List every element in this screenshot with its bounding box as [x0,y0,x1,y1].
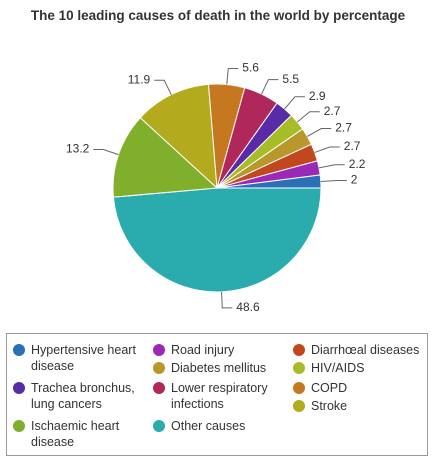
label-connector [314,146,340,153]
legend-item[interactable]: Lower respiratory infections [153,380,281,412]
chart: 48.613.211.95.65.52.92.72.72.72.22 [66,61,366,314]
data-label: 2.9 [309,89,326,103]
legend-item[interactable]: Stroke [293,398,421,414]
label-connector [154,79,172,95]
data-label: 5.5 [282,72,299,86]
legend-item[interactable]: Trachea bronchus, lung cancers [13,380,141,412]
legend-icon [293,382,305,394]
pie-slice [112,187,322,293]
data-label: 5.6 [242,61,259,75]
legend-label: Diabetes mellitus [171,361,267,375]
label-connector [297,111,320,123]
legend-item[interactable]: Ischaemic heart disease [13,418,141,450]
legend-icon [13,420,25,432]
label-connector [284,96,305,110]
legend-item[interactable]: Hypertensive heart disease [13,342,141,374]
legend-item[interactable]: HIV/AIDS [293,360,421,376]
legend-label: COPD [311,381,348,395]
legend-item[interactable]: COPD [293,380,421,396]
legend-icon [293,362,305,374]
label-connector [307,128,332,137]
legend-label: Road injury [171,343,235,357]
legend-label: Diarrhœal diseases [311,343,420,357]
legend-label: Trachea bronchus, lung cancers [31,381,135,411]
legend: Other causes Ischaemic heart disease Strok… [6,333,428,456]
legend-icon [153,420,165,432]
legend-item[interactable]: Other causes [153,418,281,434]
legend-label: Ischaemic heart disease [31,419,120,449]
label-connector [221,291,233,309]
label-connector [226,68,239,85]
legend-icon [13,382,25,394]
label-connector [93,148,119,156]
legend-icon [153,344,165,356]
label-connector [318,164,345,169]
data-label: 48.6 [236,300,260,314]
data-label: 2.2 [349,157,366,171]
data-label: 13.2 [66,142,90,156]
data-label: 2 [351,173,358,187]
legend-icon [293,400,305,412]
label-connector [261,79,279,95]
data-label: 2.7 [335,121,352,135]
label-connector [320,179,347,182]
legend-icon [153,362,165,374]
legend-icon [153,382,165,394]
legend-label: Stroke [311,399,348,413]
pie-slice [112,117,219,198]
legend-icon [13,344,25,356]
legend-label: HIV/AIDS [311,361,365,375]
data-label: 2.7 [344,139,361,153]
legend-item[interactable]: Road injury [153,342,281,358]
data-label: 11.9 [128,72,151,86]
chart-title: The 10 leading causes of death in the wo… [30,8,406,23]
legend-label: Hypertensive heart disease [31,343,136,373]
legend-icon [293,344,305,356]
data-label: 2.7 [324,104,341,118]
legend-item[interactable]: Diarrhœal diseases [293,342,421,358]
legend-label: Lower respiratory infections [171,381,268,411]
legend-label: Other causes [171,419,246,433]
legend-item[interactable]: Diabetes mellitus [153,360,281,376]
